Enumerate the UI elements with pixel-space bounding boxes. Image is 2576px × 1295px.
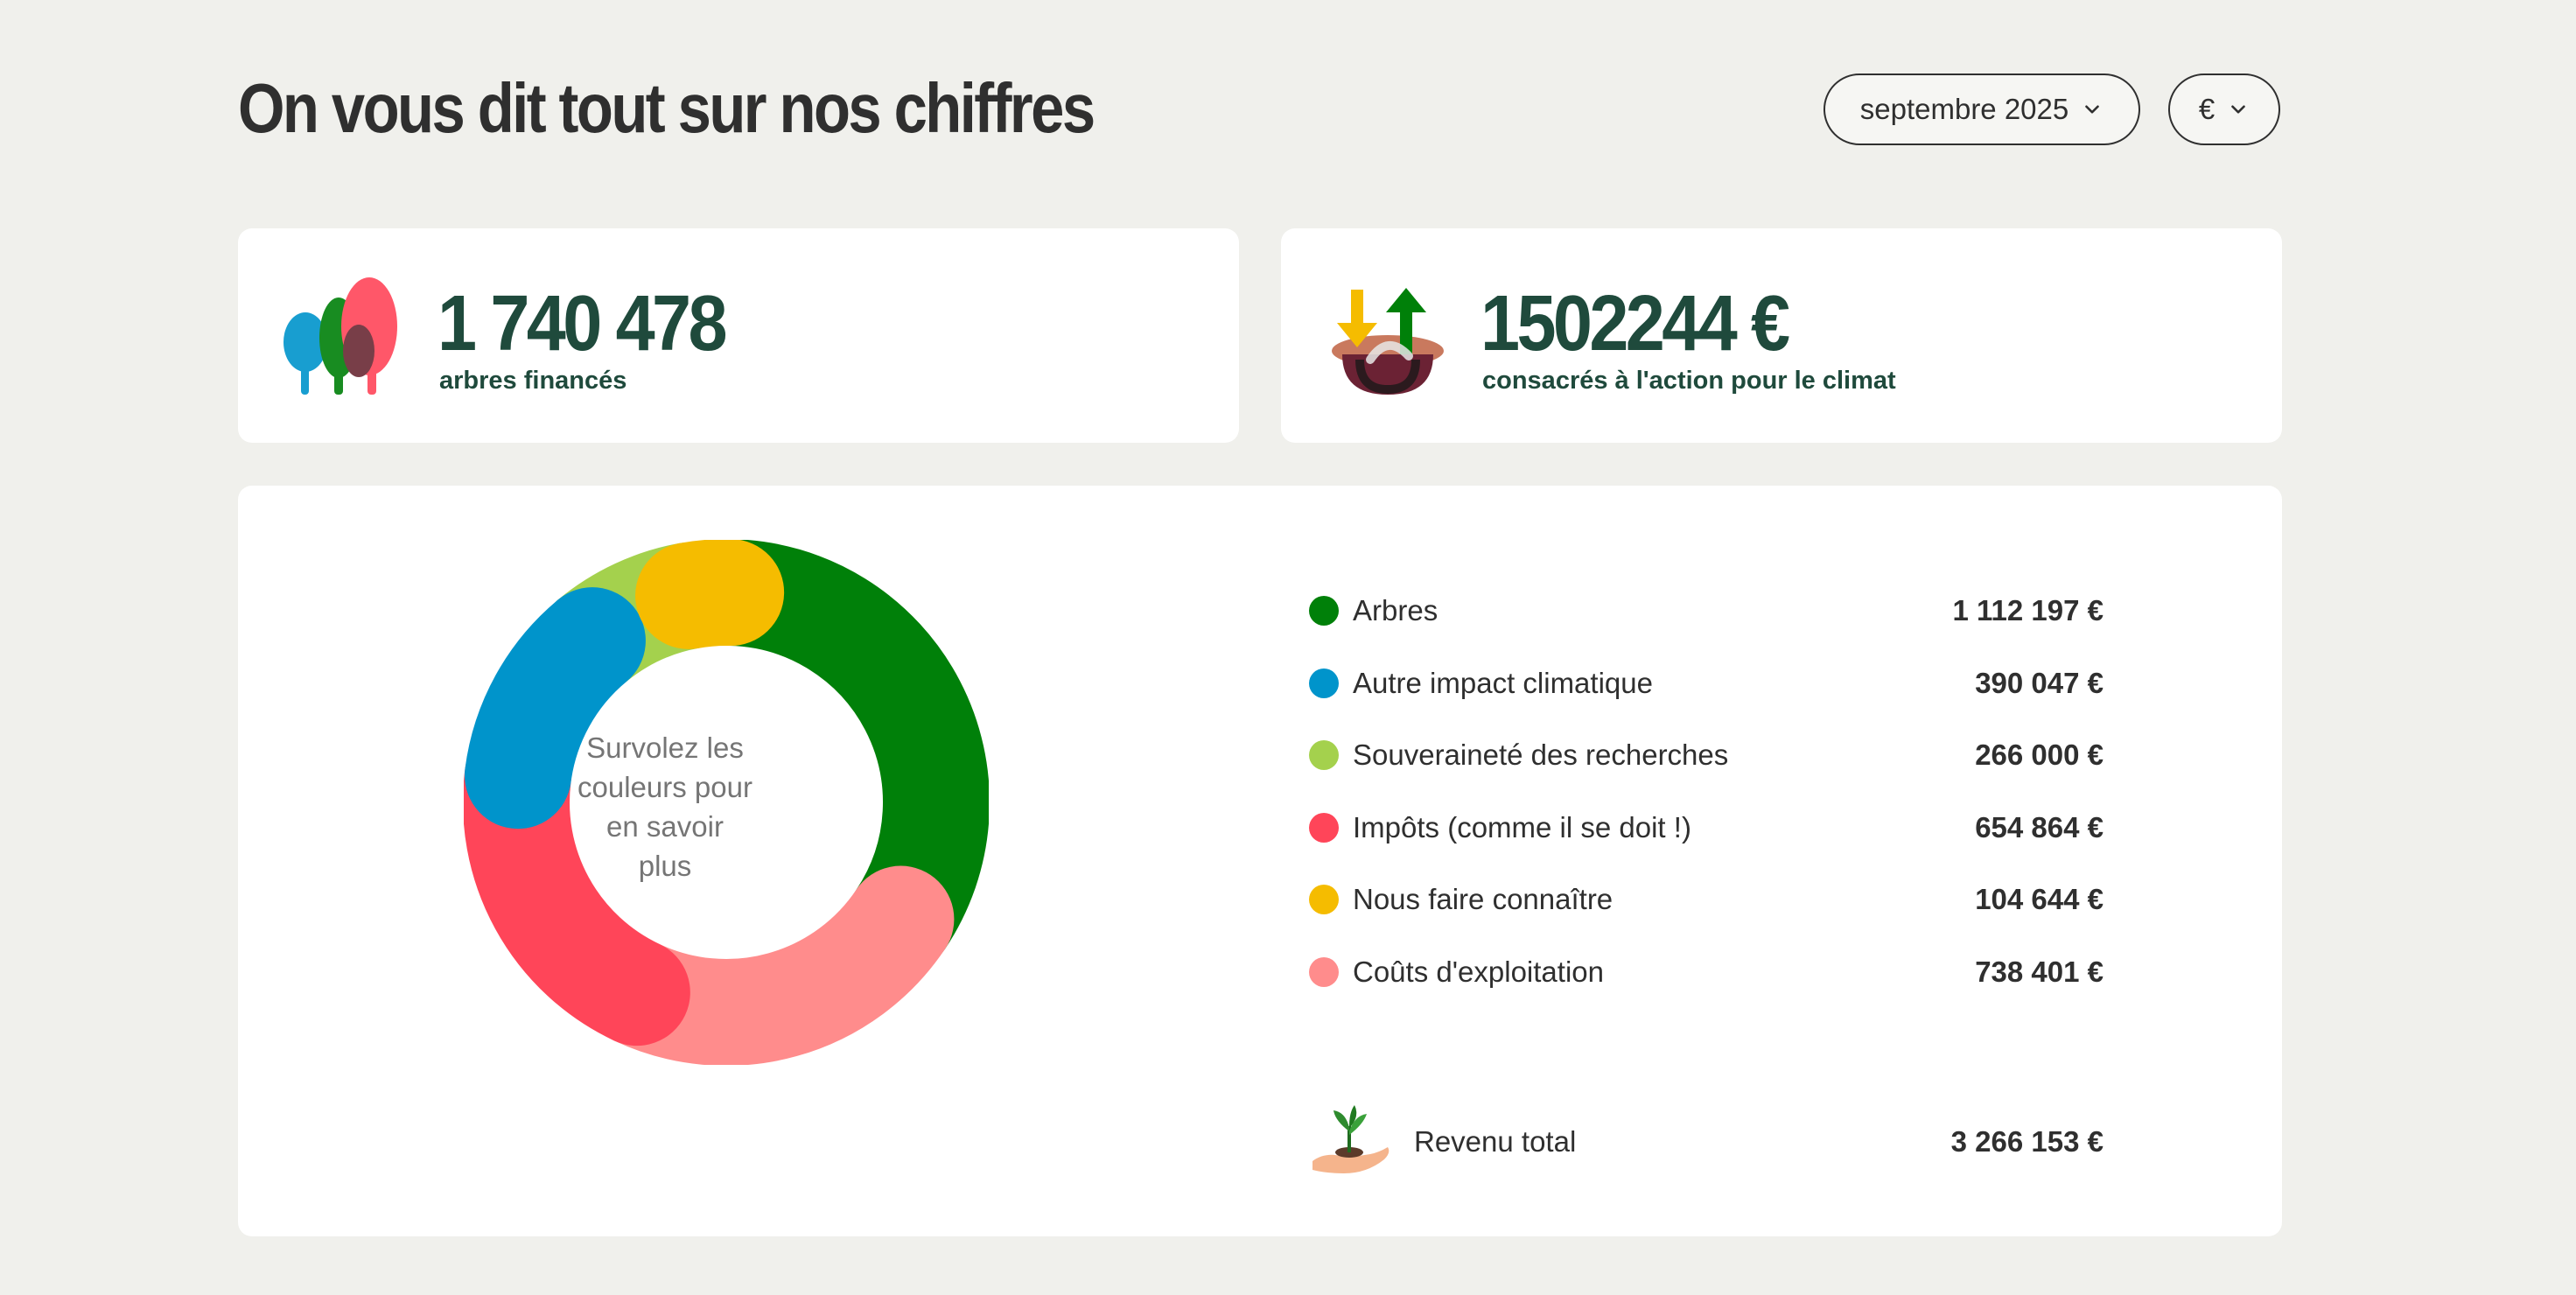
- legend-label: Nous faire connaître: [1353, 883, 1614, 915]
- climate-stat-card: 1502244 € consacrés à l'action pour le c…: [1281, 228, 2282, 443]
- total-revenue-label: Revenu total: [1414, 1125, 1577, 1158]
- total-revenue-value: 3 266 153 €: [1950, 1125, 2104, 1158]
- legend-value: 104 644 €: [1975, 883, 2104, 915]
- legend-item[interactable]: Souveraineté des recherches 266 000 €: [1309, 729, 2104, 781]
- chevron-down-icon: [2085, 105, 2100, 114]
- donut-hint: Survolez les couleurs pour en savoir plu…: [578, 732, 752, 882]
- currency-select[interactable]: €: [2168, 74, 2280, 145]
- month-select[interactable]: septembre 2025: [1824, 74, 2140, 145]
- donut-chart: [464, 540, 989, 1065]
- legend-item[interactable]: Arbres 1 112 197 €: [1309, 584, 2104, 637]
- month-select-label: septembre 2025: [1859, 93, 2069, 125]
- legend-item[interactable]: Autre impact climatique 390 047 €: [1309, 657, 2104, 710]
- climate-label: consacrés à l'action pour le climat: [1482, 367, 1896, 395]
- legend-color-dot: [1309, 740, 1339, 770]
- legend-value: 654 864 €: [1975, 810, 2104, 844]
- currency-select-label: €: [2198, 93, 2216, 125]
- trees-count: 1 740 478: [438, 280, 728, 368]
- legend-value: 1 112 197 €: [1952, 594, 2104, 626]
- legend-value: 390 047 €: [1975, 666, 2104, 699]
- trees-icon: [284, 277, 397, 395]
- total-revenue-row: Revenu total 3 266 153 €: [1309, 1098, 2104, 1186]
- legend-color-dot: [1309, 596, 1339, 626]
- donut-slice[interactable]: [677, 540, 989, 973]
- donut-slice[interactable]: [464, 587, 646, 830]
- legend-label: Impôts (comme il se doit !): [1353, 810, 1691, 844]
- trees-label: arbres financés: [439, 367, 627, 395]
- chevron-down-icon: [2231, 105, 2245, 114]
- legend-label: Autre impact climatique: [1353, 666, 1653, 699]
- legend-item[interactable]: Coûts d'exploitation 738 401 €: [1309, 946, 2104, 998]
- legend-color-dot: [1309, 956, 1339, 987]
- legend-item[interactable]: Impôts (comme il se doit !) 654 864 €: [1309, 802, 2104, 854]
- climate-action-icon: [1332, 288, 1444, 395]
- seedling-hand-icon: [1312, 1105, 1390, 1173]
- legend-item[interactable]: Nous faire connaître 104 644 €: [1309, 873, 2104, 926]
- trees-stat-card: 1 740 478 arbres financés: [238, 228, 1239, 443]
- page-title: On vous dit tout sur nos chiffres: [238, 69, 1096, 147]
- legend-color-dot: [1309, 885, 1339, 914]
- donut-slice[interactable]: [635, 540, 785, 649]
- legend-color-dot: [1309, 812, 1339, 843]
- legend-label: Arbres: [1353, 594, 1438, 626]
- donut-chart-svg: [464, 540, 989, 1065]
- legend-value: 738 401 €: [1975, 955, 2104, 988]
- legend-label: Coûts d'exploitation: [1353, 955, 1604, 988]
- legend-label: Souveraineté des recherches: [1353, 738, 1729, 771]
- climate-amount: 1502244 €: [1480, 280, 1790, 368]
- revenue-breakdown-card: Survolez les couleurs pour en savoir plu…: [238, 486, 2282, 1236]
- legend-value: 266 000 €: [1975, 738, 2104, 771]
- legend-color-dot: [1309, 668, 1339, 698]
